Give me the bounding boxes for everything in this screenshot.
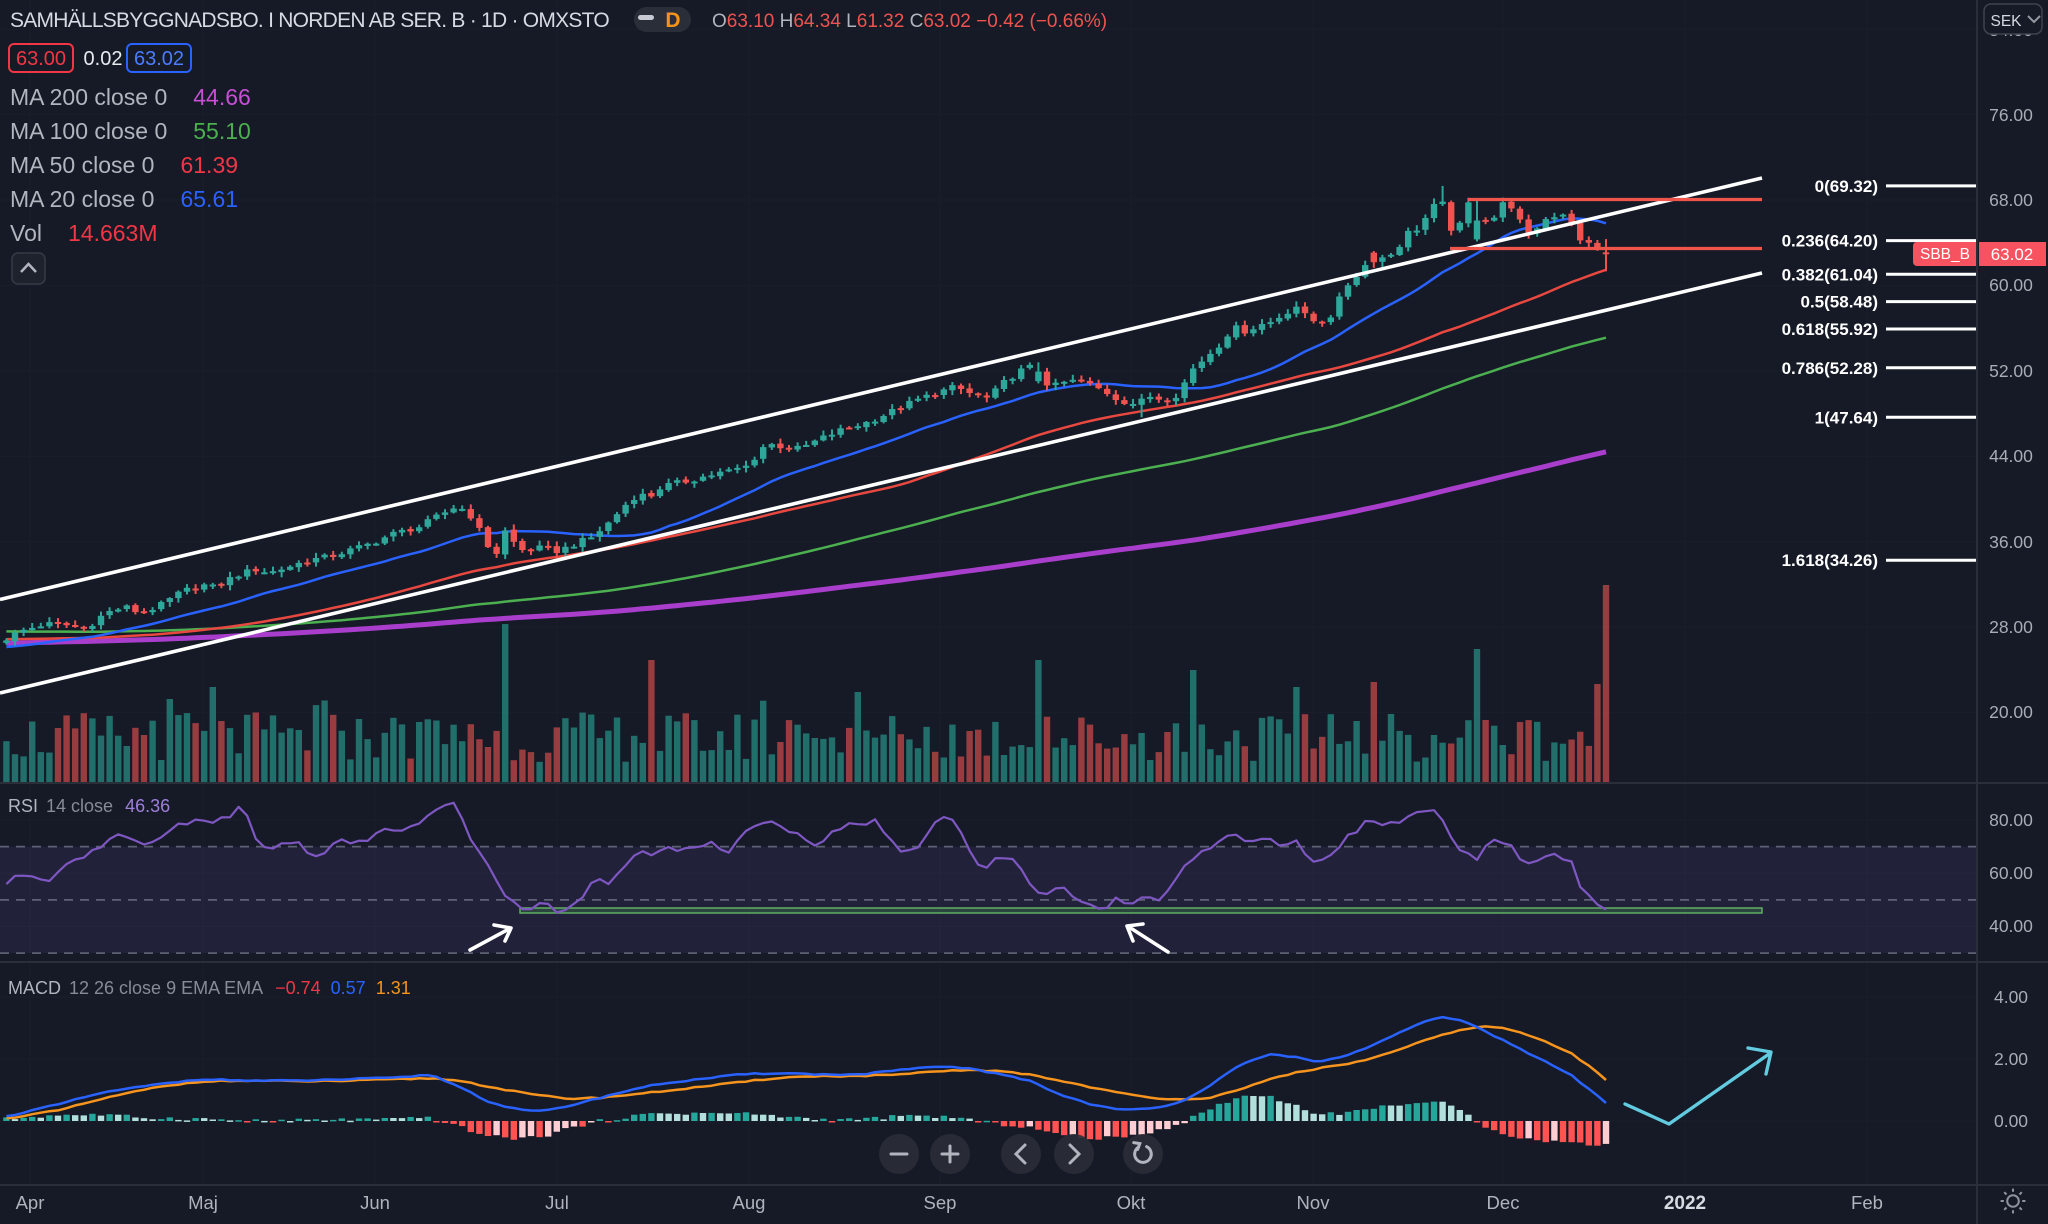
svg-text:Okt: Okt: [1117, 1192, 1146, 1213]
svg-text:Maj: Maj: [188, 1192, 218, 1213]
svg-text:52.00: 52.00: [1989, 361, 2033, 381]
svg-text:28.00: 28.00: [1989, 617, 2033, 637]
svg-text:SEK: SEK: [1990, 13, 2022, 30]
svg-text:0(69.32): 0(69.32): [1815, 177, 1878, 196]
svg-text:63.02: 63.02: [1991, 245, 2034, 264]
svg-text:Dec: Dec: [1487, 1192, 1520, 1213]
svg-text:60.00: 60.00: [1989, 863, 2033, 883]
svg-text:O63.10 H64.34 L61.32 C63.02 −0: O63.10 H64.34 L61.32 C63.02 −0.42 (−0.66…: [712, 11, 1107, 32]
svg-text:Nov: Nov: [1297, 1192, 1331, 1213]
svg-text:0.618(55.92): 0.618(55.92): [1782, 320, 1878, 339]
svg-text:20.00: 20.00: [1989, 702, 2033, 722]
svg-text:Feb: Feb: [1851, 1192, 1883, 1213]
svg-text:MA 200 close 044.66: MA 200 close 0 44.66: [10, 84, 251, 110]
svg-text:SBB_B: SBB_B: [1920, 246, 1970, 263]
svg-text:63.00: 63.00: [16, 48, 66, 70]
svg-text:0.786(52.28): 0.786(52.28): [1782, 359, 1878, 378]
svg-text:SAMHÄLLSBYGGNADSBO. I NORDEN A: SAMHÄLLSBYGGNADSBO. I NORDEN AB SER. B ·…: [10, 9, 609, 32]
svg-text:36.00: 36.00: [1989, 532, 2033, 552]
svg-text:63.02: 63.02: [134, 48, 184, 70]
svg-text:2022: 2022: [1664, 1193, 1706, 1214]
svg-text:0.02: 0.02: [84, 48, 123, 70]
svg-text:Sep: Sep: [924, 1192, 957, 1213]
svg-text:MA 50 close 061.39: MA 50 close 0 61.39: [10, 152, 238, 178]
svg-text:Jun: Jun: [360, 1192, 390, 1213]
svg-text:Aug: Aug: [733, 1192, 766, 1213]
svg-text:44.00: 44.00: [1989, 446, 2033, 466]
svg-text:1(47.64): 1(47.64): [1815, 408, 1878, 427]
svg-text:D: D: [665, 9, 680, 32]
svg-text:40.00: 40.00: [1989, 916, 2033, 936]
svg-text:68.00: 68.00: [1989, 190, 2033, 210]
svg-text:0.00: 0.00: [1994, 1111, 2028, 1131]
svg-text:4.00: 4.00: [1994, 987, 2028, 1007]
svg-text:1.618(34.26): 1.618(34.26): [1782, 551, 1878, 570]
svg-text:0.5(58.48): 0.5(58.48): [1801, 293, 1879, 312]
svg-text:60.00: 60.00: [1989, 275, 2033, 295]
svg-text:Jul: Jul: [545, 1192, 569, 1213]
svg-text:76.00: 76.00: [1989, 105, 2033, 125]
svg-text:0.236(64.20): 0.236(64.20): [1782, 232, 1878, 251]
svg-text:2.00: 2.00: [1994, 1049, 2028, 1069]
svg-text:0.382(61.04): 0.382(61.04): [1782, 265, 1878, 284]
svg-text:Apr: Apr: [16, 1192, 45, 1213]
svg-text:MA 100 close 055.10: MA 100 close 0 55.10: [10, 118, 251, 144]
svg-text:MA 20 close 065.61: MA 20 close 0 65.61: [10, 186, 238, 212]
svg-text:80.00: 80.00: [1989, 810, 2033, 830]
